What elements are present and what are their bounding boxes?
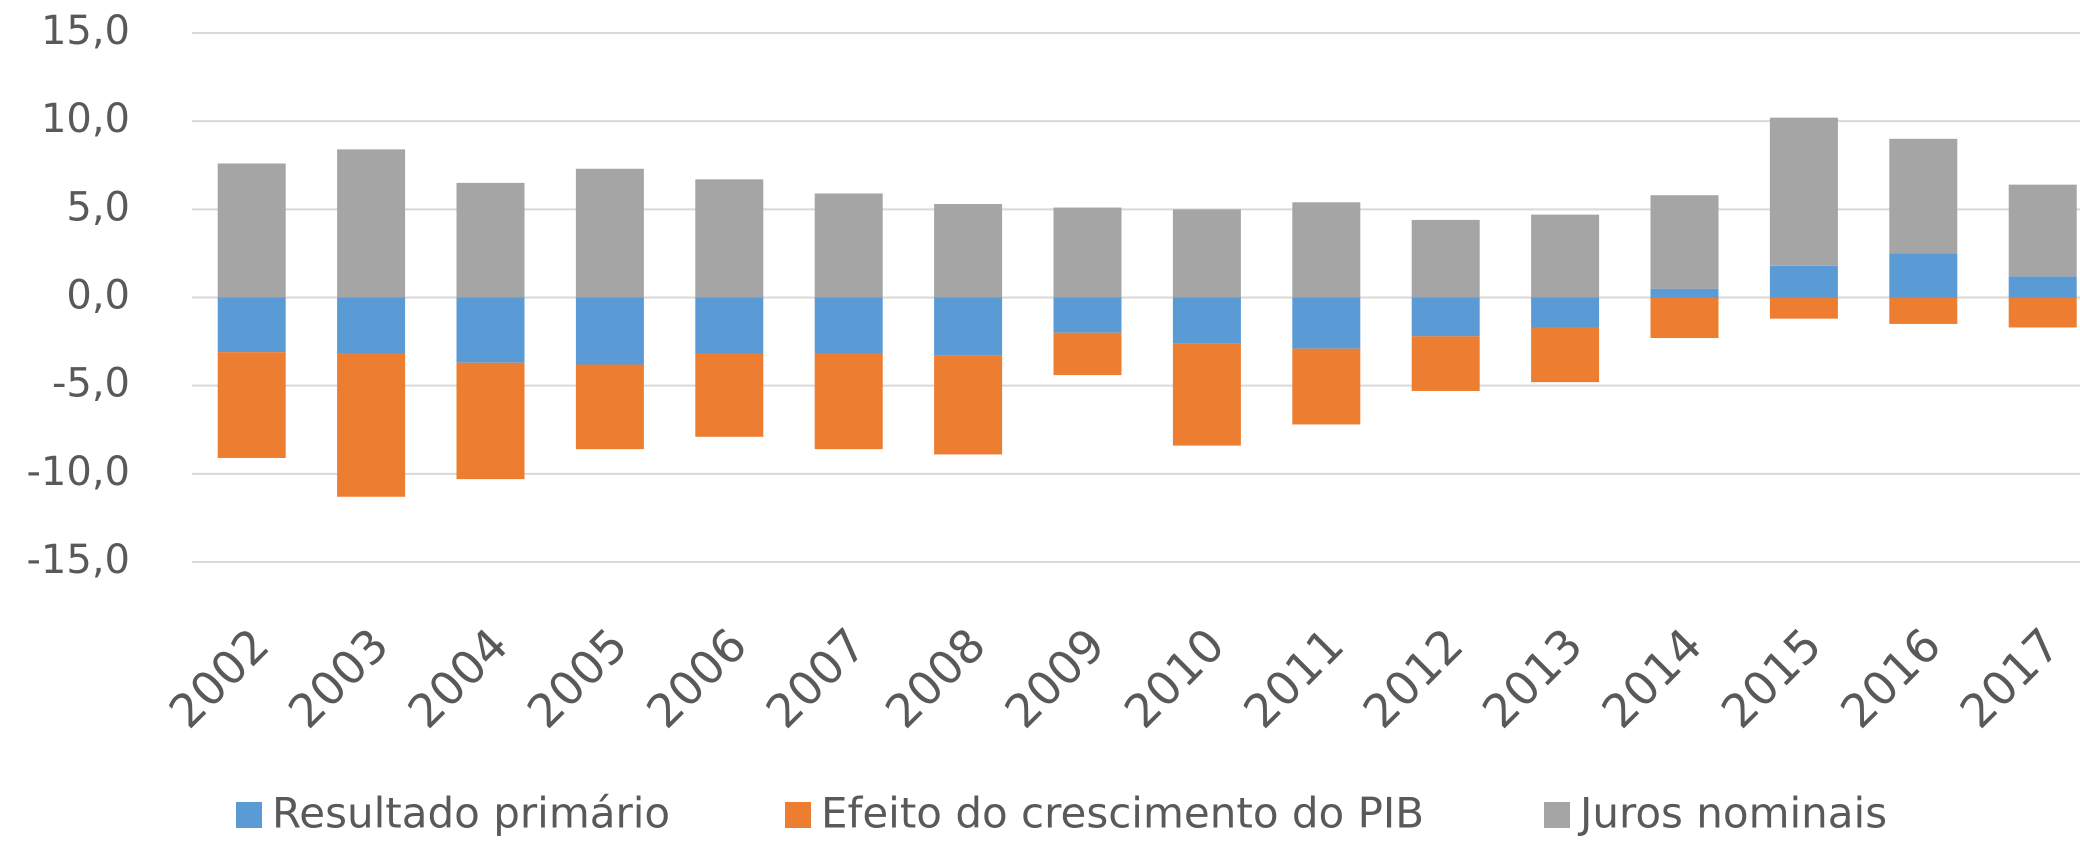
bar-segment — [337, 297, 406, 354]
x-tick-label: 2016 — [1830, 618, 1951, 739]
bar-segment — [1172, 209, 1241, 298]
bar-segment — [814, 297, 883, 354]
y-tick-label: -10,0 — [27, 449, 131, 495]
bar-segment — [934, 355, 1003, 455]
bar-segment — [456, 362, 525, 480]
bar-segment — [456, 297, 525, 363]
bar-segment — [1292, 348, 1361, 425]
bar-segment — [695, 353, 764, 437]
y-tick-label: 15,0 — [41, 8, 130, 54]
bar-segment — [1889, 253, 1958, 298]
bar-segment — [1411, 297, 1480, 337]
bar-segment — [1769, 117, 1838, 266]
y-tick-label: -5,0 — [52, 361, 130, 407]
legend-swatch — [236, 802, 262, 828]
bar-segment — [337, 353, 406, 497]
x-tick-label: 2013 — [1472, 618, 1593, 739]
bar-segment — [814, 353, 883, 450]
bar-segment — [1889, 138, 1958, 254]
legend-label: Juros nominais — [1577, 789, 1887, 838]
x-tick-label: 2011 — [1233, 618, 1354, 739]
bar-segment — [1531, 297, 1600, 328]
y-tick-label: 0,0 — [66, 273, 130, 319]
bar-segment — [1650, 297, 1719, 339]
legend-label: Resultado primário — [272, 789, 670, 838]
bar-segment — [1292, 202, 1361, 298]
y-tick-label: 5,0 — [66, 184, 130, 230]
bar-segment — [1531, 214, 1600, 298]
legend-swatch — [1544, 802, 1570, 828]
bar-segment — [217, 297, 286, 353]
y-tick-label: 10,0 — [41, 96, 130, 142]
bar-segment — [1531, 327, 1600, 383]
bar-segment — [2008, 276, 2077, 298]
bar-segment — [1053, 332, 1122, 376]
bar-segment — [217, 163, 286, 298]
bar-segment — [934, 297, 1003, 356]
bar-segment — [575, 297, 644, 365]
bar-segment — [1172, 343, 1241, 446]
bar-segment — [2008, 184, 2077, 277]
bar-segment — [695, 179, 764, 298]
x-tick-label: 2003 — [278, 618, 399, 739]
bar-segment — [1769, 265, 1838, 298]
x-tick-label: 2006 — [636, 618, 757, 739]
bar-segment — [695, 297, 764, 354]
bar-segment — [1650, 195, 1719, 289]
bar-segment — [575, 364, 644, 450]
x-tick-label: 2010 — [1114, 618, 1235, 739]
x-tick-label: 2008 — [875, 618, 996, 739]
bar-segment — [934, 204, 1003, 298]
bar-segment — [217, 352, 286, 458]
x-tick-label: 2014 — [1591, 618, 1712, 739]
legend-swatch — [785, 802, 811, 828]
bar-segment — [1053, 297, 1122, 333]
x-tick-label: 2017 — [1950, 618, 2071, 739]
bar-segment — [1650, 288, 1719, 298]
bar-segment — [1411, 336, 1480, 391]
bar-segment — [1769, 297, 1838, 319]
bar-segment — [1053, 207, 1122, 298]
x-tick-label: 2004 — [397, 618, 518, 739]
bar-segment — [456, 182, 525, 298]
x-tick-label: 2015 — [1711, 618, 1832, 739]
bar-segment — [1411, 219, 1480, 298]
x-tick-label: 2002 — [159, 618, 280, 739]
x-tick-label: 2012 — [1353, 618, 1474, 739]
legend-label: Efeito do crescimento do PIB — [821, 789, 1424, 838]
bar-segment — [2008, 297, 2077, 328]
x-tick-label: 2007 — [756, 618, 877, 739]
x-tick-label: 2005 — [517, 618, 638, 739]
bar-segment — [814, 193, 883, 298]
x-tick-label: 2009 — [994, 618, 1115, 739]
bar-segment — [337, 149, 406, 298]
bar-segment — [575, 168, 644, 298]
bar-segment — [1889, 297, 1958, 324]
bar-segment — [1292, 297, 1361, 349]
y-tick-label: -15,0 — [27, 537, 131, 583]
bar-segment — [1172, 297, 1241, 344]
